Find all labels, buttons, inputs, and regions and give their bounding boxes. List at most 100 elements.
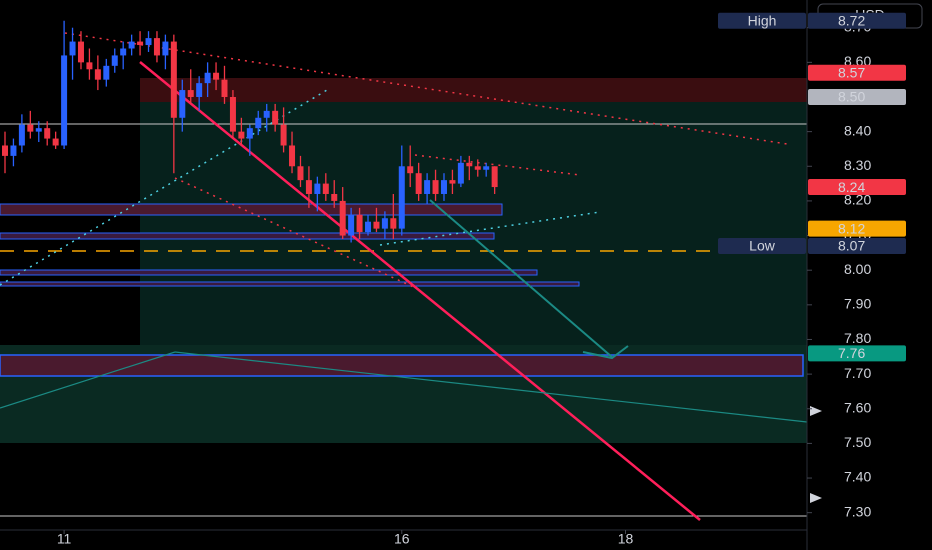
candle-body: [246, 128, 253, 139]
price-tag: [808, 64, 906, 81]
x-tick-label: 11: [57, 531, 72, 547]
candle-body: [457, 162, 464, 184]
candle-body: [297, 166, 304, 181]
candle-body: [322, 183, 329, 194]
candle-body: [44, 128, 51, 139]
tag-name: Low: [749, 238, 776, 254]
zone-box: [0, 281, 580, 287]
tag-name-box: [718, 12, 806, 29]
price-tag: [808, 179, 906, 196]
candle-body: [27, 124, 34, 132]
candle-body: [229, 96, 236, 132]
candle-body: [432, 180, 439, 194]
y-tick-label: 7.30: [844, 503, 871, 519]
resistance-zone: [140, 78, 807, 102]
candle-body: [398, 166, 405, 229]
price-tag: [808, 88, 906, 105]
price-tag-label: 8.50: [838, 89, 865, 105]
candle-body: [179, 90, 186, 118]
channel-line: [174, 351, 808, 423]
candle-body: [331, 193, 338, 201]
y-tick-label: 7.70: [844, 365, 871, 381]
candle-body: [145, 38, 152, 46]
candle-body: [381, 218, 388, 229]
candle-body: [128, 41, 135, 49]
candle-body: [77, 41, 84, 63]
price-tag: [808, 12, 906, 29]
candle-body: [390, 218, 397, 229]
candle-body: [289, 145, 296, 167]
candle-body: [35, 128, 42, 132]
candle-body: [440, 180, 447, 194]
candle-body: [407, 166, 414, 174]
candle-body: [52, 138, 59, 146]
y-tick-label: 7.80: [844, 330, 871, 346]
candle-body: [466, 162, 473, 167]
candle-body: [204, 72, 211, 84]
candle-body: [474, 166, 481, 170]
candle-body: [111, 55, 118, 66]
candle-body: [424, 180, 431, 194]
price-tag: [808, 345, 906, 362]
alert-marker: [810, 406, 822, 416]
candle-body: [137, 41, 144, 46]
alert-marker: [810, 493, 822, 503]
candle-body: [491, 166, 498, 188]
channel-line: [0, 351, 176, 409]
candle-body: [272, 110, 279, 125]
candle-body: [61, 55, 68, 146]
candle-body: [187, 90, 194, 97]
target-zone: [140, 102, 807, 345]
zone-box: [0, 269, 538, 276]
candle-body: [103, 65, 110, 80]
candle-body: [18, 124, 25, 146]
candle-body: [120, 48, 127, 56]
arrow-head: [582, 345, 629, 360]
candle-body: [2, 145, 8, 156]
candle-body: [94, 69, 101, 80]
y-tick-label: 8.20: [844, 192, 871, 208]
y-tick-label: 8.30: [844, 157, 871, 173]
candle-body: [221, 79, 228, 97]
candle-body: [280, 124, 287, 146]
candle-body: [238, 131, 245, 139]
demand-box: [0, 354, 804, 377]
tag-name: High: [748, 12, 777, 28]
candle-body: [255, 117, 262, 129]
candle-body: [196, 83, 203, 97]
candle-body: [305, 180, 312, 194]
price-tag-label: 7.76: [838, 345, 865, 361]
candle-body: [10, 145, 17, 156]
y-tick-label: 7.50: [844, 434, 871, 450]
zone-box: [0, 203, 503, 216]
drawings: [0, 32, 808, 521]
x-tick-label: 16: [394, 531, 410, 547]
candle-body: [415, 173, 422, 194]
candle-body: [373, 221, 380, 229]
candle-body: [356, 214, 363, 233]
candle-body: [365, 221, 372, 233]
candle-body: [339, 200, 346, 236]
candle-body: [170, 41, 177, 118]
trend-line: [64, 32, 788, 145]
y-tick-label: 8.40: [844, 122, 871, 138]
price-tag: [808, 237, 906, 254]
candle-body: [483, 166, 490, 170]
candle-body: [213, 72, 220, 80]
price-tag: [808, 220, 906, 237]
candle-body: [263, 110, 270, 118]
candle-body: [69, 41, 76, 56]
tag-name-box: [718, 237, 806, 254]
candle-body: [86, 62, 93, 70]
zone-box: [0, 232, 495, 240]
price-tag-label: 8.07: [838, 238, 865, 254]
x-tick-label: 18: [618, 531, 634, 547]
y-tick-label: 8.00: [844, 261, 871, 277]
trend-line: [0, 89, 328, 286]
y-tick-label: 7.60: [844, 399, 871, 415]
price-tag-label: 8.12: [838, 220, 865, 236]
price-tag-label: 8.24: [838, 179, 865, 195]
projection-arrow: [429, 199, 613, 358]
price-tag-label: 8.72: [838, 12, 865, 28]
